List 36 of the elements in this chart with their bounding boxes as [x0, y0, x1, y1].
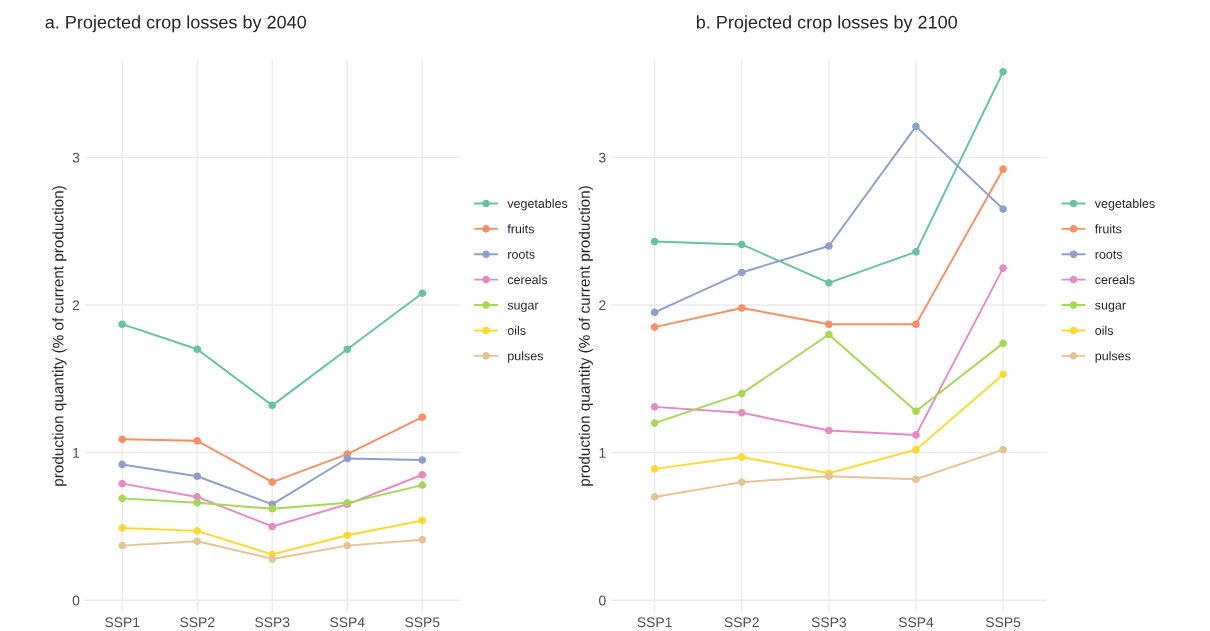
y-tick-label: 3 [598, 152, 606, 163]
legend-label: oils [507, 325, 526, 335]
x-tick-label: SSP1 [637, 617, 672, 628]
y-tick-label: 2 [72, 300, 80, 311]
chart-title: b. Projected crop losses by 2100 [696, 15, 957, 33]
x-tick-label: SSP2 [180, 617, 215, 628]
legend-label: oils [1095, 325, 1114, 335]
x-tick-label: SSP5 [985, 617, 1021, 628]
y-axis-title: production quantity (% of current production) [52, 186, 67, 486]
x-tick-label: SSP2 [724, 617, 759, 628]
chart-title: a. Projected crop losses by 2040 [45, 15, 307, 33]
x-tick-label: SSP4 [330, 617, 365, 628]
legend-label: cereals [507, 274, 548, 285]
legend-label: roots [508, 250, 535, 259]
y-axis-title: production quantity (% of current production) [578, 186, 593, 486]
x-tick-label: SSP1 [105, 617, 140, 628]
y-tick-label: 3 [72, 152, 80, 163]
y-tick-label: 0 [72, 595, 80, 606]
legend-label: sugar [1095, 302, 1126, 313]
legend-label: fruits [507, 224, 534, 234]
x-tick-label: SSP3 [255, 617, 290, 628]
legend-label: vegetables [1094, 198, 1155, 211]
x-tick-label: SSP3 [811, 617, 846, 628]
legend-label: sugar [507, 302, 539, 313]
legend-label: pulses [508, 351, 543, 363]
legend-label: roots [1095, 250, 1123, 259]
legend-label: cereals [1095, 274, 1135, 285]
y-tick-label: 0 [599, 595, 606, 606]
legend-label: vegetables [507, 198, 568, 211]
x-tick-label: SSP5 [405, 617, 440, 628]
y-tick-label: 2 [599, 300, 606, 311]
legend-label: fruits [1094, 224, 1122, 234]
y-tick-label: 1 [73, 448, 80, 458]
y-tick-label: 1 [599, 448, 606, 458]
legend-label: pulses [1095, 351, 1131, 363]
x-tick-label: SSP4 [898, 617, 934, 628]
